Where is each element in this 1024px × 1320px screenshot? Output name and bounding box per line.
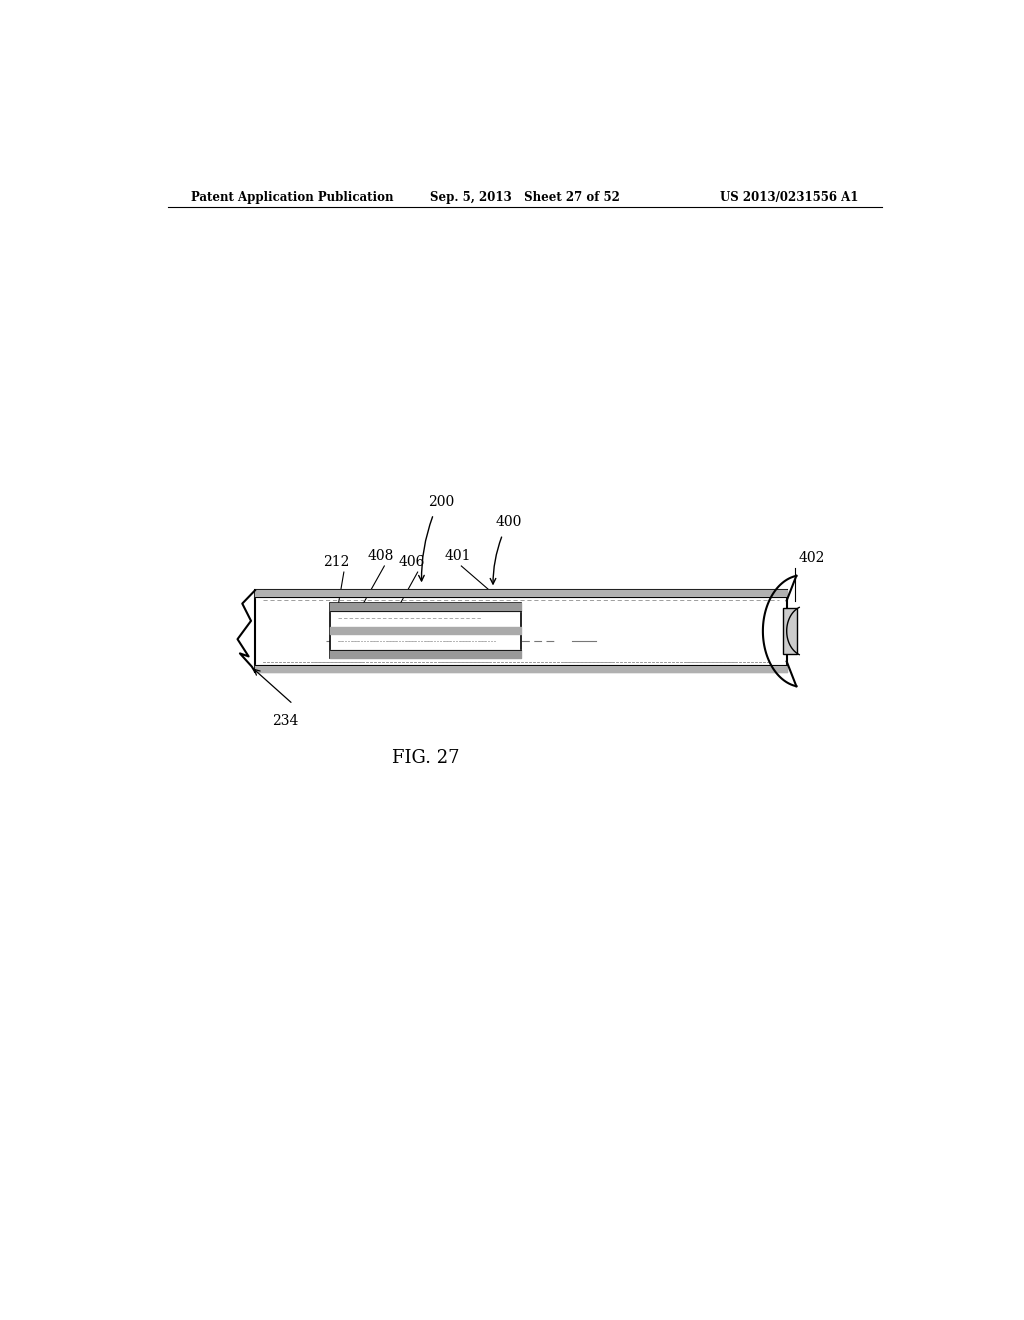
Bar: [255, 590, 786, 672]
Text: 234: 234: [272, 714, 298, 729]
Text: 212: 212: [323, 554, 349, 569]
Text: 200: 200: [428, 495, 455, 510]
Text: Sep. 5, 2013   Sheet 27 of 52: Sep. 5, 2013 Sheet 27 of 52: [430, 190, 620, 203]
Text: 401: 401: [444, 549, 471, 562]
Text: FIG. 27: FIG. 27: [392, 748, 460, 767]
Bar: [331, 602, 521, 659]
Text: 408: 408: [368, 549, 393, 562]
Text: US 2013/0231556 A1: US 2013/0231556 A1: [720, 190, 858, 203]
Bar: [782, 609, 797, 653]
Text: 406: 406: [399, 554, 425, 569]
Text: 402: 402: [799, 550, 825, 565]
Text: 400: 400: [496, 515, 522, 529]
Text: Patent Application Publication: Patent Application Publication: [191, 190, 394, 203]
